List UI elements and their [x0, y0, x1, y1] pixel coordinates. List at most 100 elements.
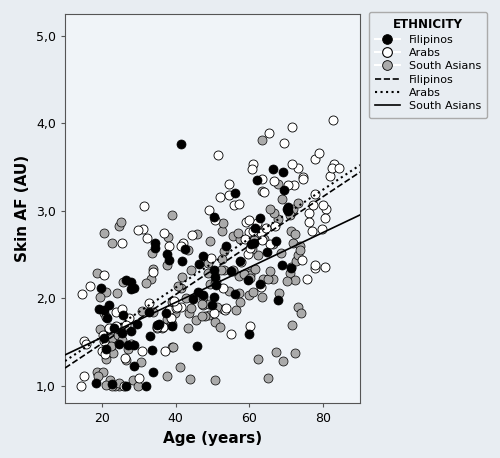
- Point: [268, 165, 276, 172]
- Point: [218, 228, 226, 235]
- Point: [122, 322, 130, 329]
- Point: [290, 276, 298, 284]
- Point: [184, 246, 192, 254]
- Point: [198, 300, 206, 308]
- Point: [122, 382, 130, 389]
- Point: [158, 323, 166, 331]
- Point: [138, 307, 145, 315]
- Point: [230, 202, 238, 209]
- Point: [174, 282, 182, 289]
- Point: [271, 222, 279, 229]
- Point: [100, 331, 108, 338]
- Point: [220, 266, 228, 273]
- Point: [122, 356, 130, 363]
- Point: [118, 329, 126, 336]
- Point: [288, 123, 296, 131]
- Point: [287, 265, 295, 272]
- Point: [226, 268, 234, 275]
- Point: [108, 239, 116, 246]
- Point: [208, 301, 216, 308]
- Point: [221, 306, 229, 314]
- Point: [86, 282, 94, 289]
- Point: [244, 277, 252, 284]
- Point: [250, 236, 258, 243]
- Point: [210, 267, 218, 274]
- Point: [212, 274, 220, 281]
- Point: [258, 136, 266, 143]
- Point: [134, 227, 142, 234]
- Point: [229, 267, 237, 274]
- Point: [145, 299, 153, 306]
- Point: [216, 323, 224, 330]
- Point: [151, 239, 159, 246]
- Point: [178, 273, 186, 280]
- Point: [122, 276, 130, 284]
- Point: [294, 200, 302, 207]
- Point: [158, 325, 166, 332]
- Point: [310, 155, 318, 163]
- Point: [248, 166, 256, 173]
- Point: [280, 139, 288, 147]
- Point: [120, 382, 128, 389]
- Point: [142, 382, 150, 389]
- Point: [264, 375, 272, 382]
- Point: [164, 233, 172, 240]
- Point: [188, 305, 196, 312]
- Point: [184, 325, 192, 332]
- Point: [246, 270, 254, 277]
- Point: [164, 243, 172, 250]
- Point: [211, 279, 219, 286]
- Point: [234, 229, 242, 237]
- Point: [92, 379, 100, 387]
- Point: [218, 306, 226, 313]
- Point: [184, 310, 192, 317]
- Point: [294, 251, 302, 258]
- Point: [101, 350, 109, 357]
- Point: [244, 216, 252, 224]
- Point: [201, 312, 209, 319]
- Point: [218, 219, 226, 227]
- Point: [288, 321, 296, 328]
- Point: [200, 294, 207, 301]
- Point: [274, 215, 282, 223]
- Point: [130, 342, 138, 349]
- Point: [153, 324, 161, 331]
- Point: [260, 227, 268, 234]
- Point: [256, 280, 264, 288]
- Point: [274, 296, 282, 303]
- Point: [220, 284, 228, 291]
- Point: [151, 245, 159, 252]
- Point: [220, 247, 228, 255]
- Point: [156, 321, 164, 328]
- Point: [194, 289, 202, 296]
- Point: [258, 276, 266, 283]
- Point: [251, 266, 259, 273]
- Point: [230, 233, 237, 240]
- Point: [289, 206, 297, 213]
- Point: [270, 276, 278, 283]
- Point: [139, 225, 147, 232]
- Point: [237, 258, 245, 266]
- Point: [312, 191, 320, 198]
- Point: [218, 256, 226, 263]
- Point: [172, 304, 180, 311]
- Point: [100, 306, 108, 313]
- Point: [204, 269, 212, 276]
- Point: [270, 210, 278, 217]
- Point: [252, 224, 260, 231]
- Point: [330, 161, 338, 168]
- Point: [280, 186, 288, 193]
- Point: [306, 210, 314, 217]
- Point: [286, 269, 294, 276]
- Point: [94, 305, 102, 313]
- Point: [248, 227, 256, 234]
- Point: [118, 336, 126, 344]
- Point: [136, 358, 144, 365]
- Point: [115, 340, 123, 347]
- Point: [135, 374, 143, 381]
- Point: [152, 321, 160, 328]
- Point: [250, 239, 258, 246]
- Point: [278, 358, 286, 365]
- Point: [206, 237, 214, 245]
- Point: [144, 234, 152, 242]
